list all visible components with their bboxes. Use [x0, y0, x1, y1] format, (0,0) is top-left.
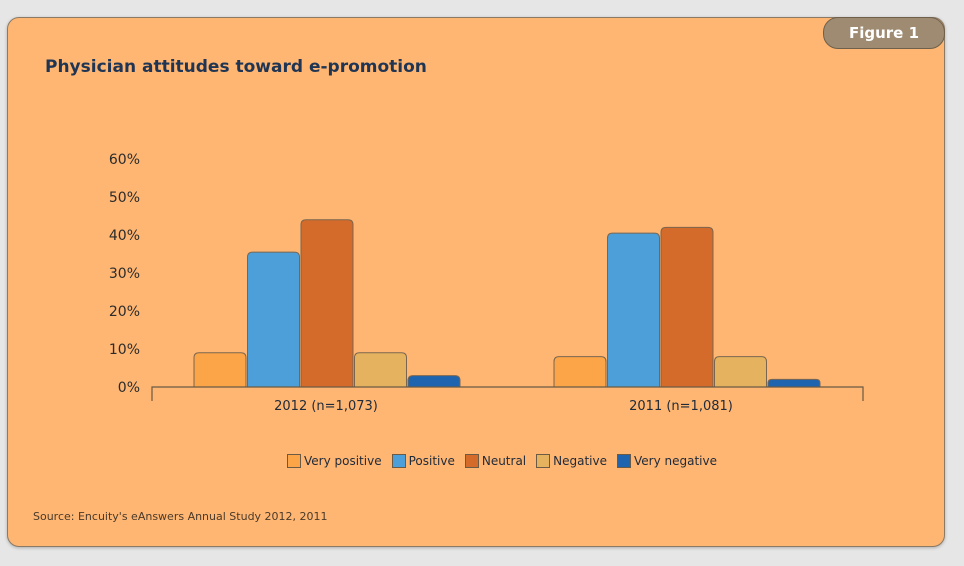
legend-swatch — [287, 454, 301, 468]
bar-negative — [354, 352, 407, 388]
y-tick-label: 0% — [118, 380, 140, 396]
legend-swatch — [464, 454, 479, 468]
bar-neutral — [660, 226, 714, 388]
legend-item: Very positive — [287, 454, 382, 468]
legend-item: Negative — [536, 454, 607, 468]
bar-very-positive — [193, 352, 247, 388]
bar-neutral — [300, 219, 354, 388]
figure-badge: Figure 1 — [823, 17, 945, 49]
source-note: Source: Encuity's eAnswers Annual Study … — [33, 510, 328, 523]
legend-swatch — [536, 454, 551, 468]
x-category-label: 2012 (n=1,073) — [274, 399, 378, 414]
bar-positive — [607, 232, 660, 388]
bars — [193, 219, 821, 388]
legend-swatch — [391, 454, 406, 468]
chart-title: Physician attitudes toward e-promotion — [45, 57, 427, 77]
legend-swatch — [617, 454, 631, 468]
legend-label: Very negative — [634, 454, 717, 468]
y-axis-ticks: 0% 10% 20% 30% 40% 50% 60% — [109, 152, 140, 396]
x-axis — [151, 386, 864, 401]
legend-item: Positive — [391, 454, 455, 468]
x-axis-line — [151, 386, 864, 401]
legend-item: Neutral — [464, 454, 527, 468]
bar-very-positive — [553, 356, 607, 388]
bar-positive — [247, 251, 300, 388]
y-tick-label: 40% — [109, 228, 140, 244]
y-tick-label: 60% — [109, 152, 140, 168]
bar-very-negative — [407, 375, 461, 388]
y-tick-label: 10% — [109, 342, 140, 358]
x-axis-labels: 2012 (n=1,073) 2011 (n=1,081) — [274, 399, 733, 414]
bar-negative — [714, 356, 767, 388]
legend-label: Negative — [553, 454, 607, 468]
legend-item: Very negative — [617, 454, 717, 468]
x-category-label: 2011 (n=1,081) — [629, 399, 733, 414]
y-tick-label: 20% — [109, 304, 140, 320]
legend-label: Positive — [408, 454, 455, 468]
legend-label: Neutral — [481, 454, 527, 468]
legend-label: Very positive — [304, 454, 382, 468]
y-tick-label: 30% — [109, 266, 140, 282]
chart-legend: Very positive Positive Neutral Negative Very… — [287, 454, 727, 468]
y-tick-label: 50% — [109, 190, 140, 206]
bar-very-negative — [767, 378, 821, 388]
